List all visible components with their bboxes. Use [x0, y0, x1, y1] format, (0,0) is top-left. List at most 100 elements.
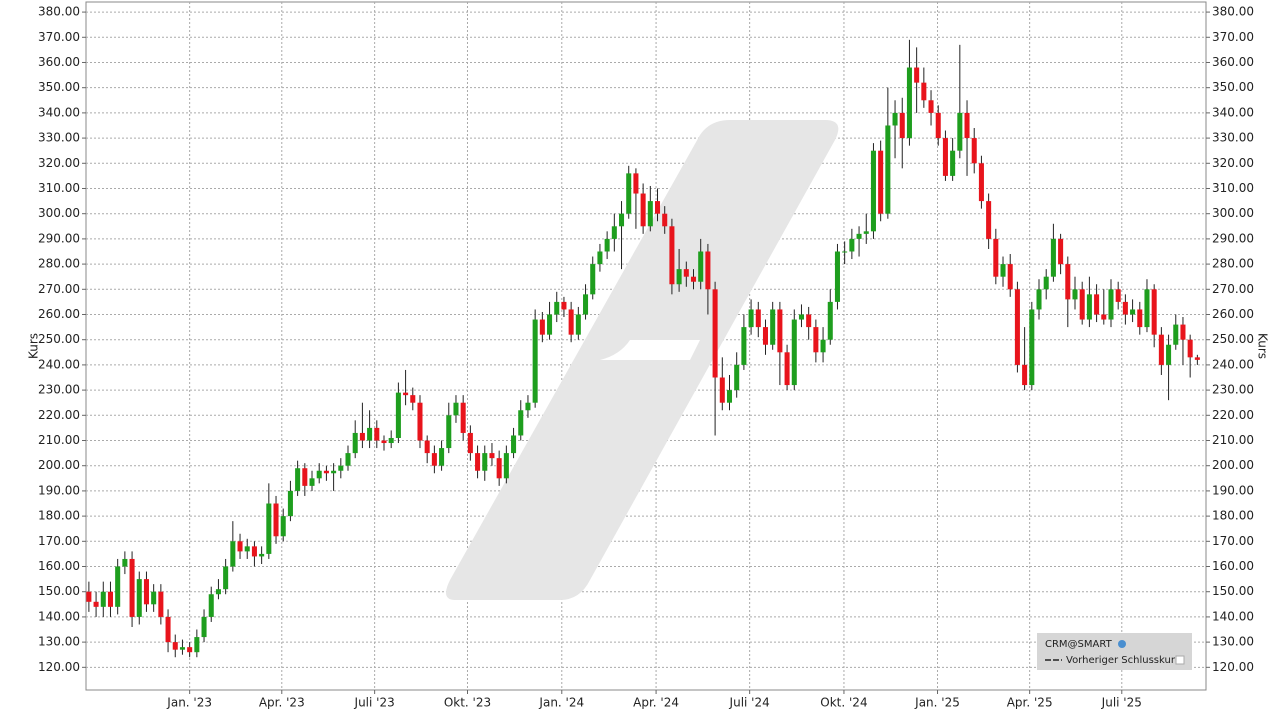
candle-body — [683, 269, 689, 277]
y-tick-label-right: 140.00 — [1212, 609, 1254, 623]
candle-body — [309, 478, 315, 486]
y-tick-label: 340.00 — [38, 105, 80, 119]
candle-body — [539, 319, 545, 335]
legend-icon — [1118, 640, 1126, 648]
candle-body — [374, 427, 380, 441]
y-tick-label-right: 290.00 — [1212, 231, 1254, 245]
y-tick-label: 240.00 — [38, 357, 80, 371]
candle-body — [547, 314, 553, 335]
candle-body — [906, 67, 912, 139]
candle-body — [654, 201, 661, 214]
candle-body — [388, 437, 394, 444]
y-tick-label-right: 310.00 — [1212, 181, 1254, 195]
y-tick-label-right: 220.00 — [1212, 408, 1254, 422]
y-tick-label: 260.00 — [38, 307, 80, 321]
candle-body — [1194, 357, 1200, 360]
y-tick-label: 350.00 — [38, 80, 80, 94]
candle-body — [115, 566, 121, 607]
candle-body — [460, 402, 466, 433]
candle-body — [136, 579, 142, 617]
y-tick-label-right: 170.00 — [1212, 534, 1254, 548]
candle-body — [1158, 334, 1164, 365]
candle-body — [892, 112, 898, 126]
candle-body — [820, 339, 826, 353]
candle-body — [619, 213, 625, 227]
candle-body — [489, 453, 495, 459]
candle-body — [813, 327, 819, 353]
candle-body — [842, 251, 848, 253]
candle-body — [244, 546, 250, 552]
candle-body — [1130, 309, 1136, 315]
candle-body — [1086, 294, 1092, 320]
candle-body — [1101, 314, 1107, 320]
candle-body — [986, 201, 992, 239]
candle-body — [417, 402, 423, 441]
candle-body — [849, 238, 855, 252]
candle-body — [187, 647, 193, 653]
candle-body — [719, 377, 725, 403]
candle-body — [316, 470, 322, 479]
candle-body — [525, 402, 531, 411]
candle-body — [762, 327, 769, 345]
candle-body — [86, 591, 92, 602]
candle-body — [431, 453, 437, 466]
y-tick-label: 140.00 — [38, 609, 80, 623]
candle-body — [554, 301, 560, 315]
candle-body — [273, 503, 279, 537]
candle-body — [223, 566, 229, 590]
y-tick-label-right: 230.00 — [1212, 383, 1254, 397]
candle-body — [806, 314, 812, 328]
candle-body — [331, 470, 337, 474]
candle-body — [827, 301, 833, 340]
y-tick-label: 330.00 — [38, 131, 80, 145]
candle-body — [741, 327, 747, 365]
y-tick-label-right: 340.00 — [1212, 105, 1254, 119]
y-tick-label: 210.00 — [38, 433, 80, 447]
candle-body — [863, 231, 869, 234]
candle-body — [784, 352, 790, 386]
candle-body — [604, 238, 610, 252]
candle-body — [921, 82, 927, 101]
candle-body — [1036, 289, 1042, 310]
candle-body — [964, 112, 970, 139]
candle-body — [640, 193, 646, 227]
candle-body — [467, 432, 473, 454]
y-tick-label: 120.00 — [38, 660, 80, 674]
candle-body — [726, 390, 733, 403]
candle-body — [215, 589, 221, 595]
candle-body — [914, 67, 920, 83]
legend-title: CRM@SMART — [1045, 639, 1113, 650]
candle-body — [748, 309, 754, 328]
candle-body — [323, 470, 329, 474]
candle-body — [302, 468, 308, 486]
candle-body — [878, 150, 884, 214]
candle-body — [1173, 324, 1179, 345]
candle-body — [899, 112, 905, 139]
candle-body — [287, 490, 293, 517]
candle-body — [395, 392, 401, 438]
candle-body — [928, 100, 934, 113]
candle-body — [1187, 339, 1193, 358]
candle-body — [942, 138, 948, 176]
candle-body — [503, 453, 509, 479]
y-tick-label-right: 240.00 — [1212, 357, 1254, 371]
y-tick-label: 180.00 — [38, 509, 80, 523]
candle-body — [1094, 294, 1100, 315]
candle-body — [532, 319, 538, 403]
candle-body — [834, 251, 840, 302]
candle-body — [950, 150, 956, 176]
candle-body — [971, 138, 977, 164]
x-tick-label: Juli '24 — [729, 696, 770, 710]
candle-body — [518, 410, 524, 436]
candle-body — [885, 125, 891, 214]
y-tick-label-right: 160.00 — [1212, 559, 1254, 573]
legend-checkbox[interactable] — [1175, 655, 1185, 665]
x-tick-label: Okt. '23 — [444, 696, 491, 710]
x-tick-label: Jan. '23 — [166, 696, 212, 710]
candle-body — [777, 309, 783, 353]
candle-body — [561, 301, 567, 310]
y-tick-label: 230.00 — [38, 383, 80, 397]
y-tick-label-right: 280.00 — [1212, 257, 1254, 271]
candle-body — [129, 558, 135, 617]
candle-body — [791, 319, 797, 386]
